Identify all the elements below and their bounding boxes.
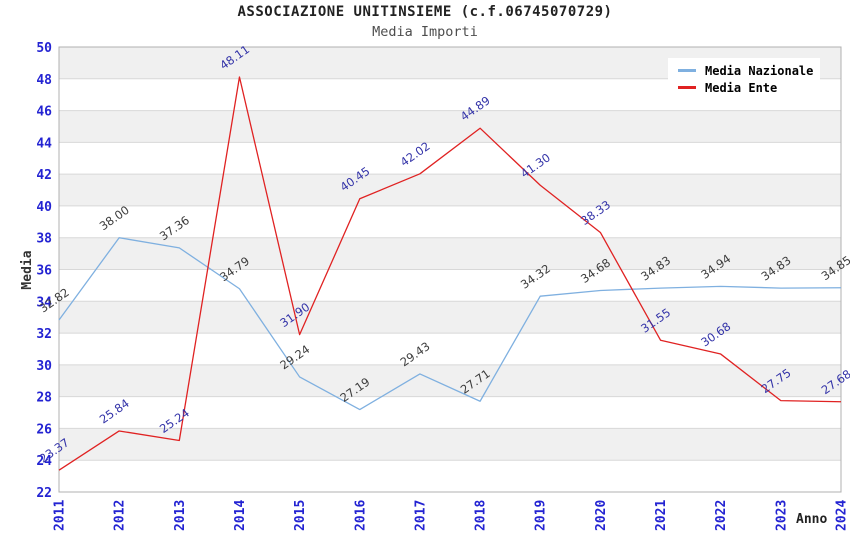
series-line-media-nazionale	[58, 237, 842, 411]
plot-band	[59, 237, 841, 270]
y-tick-label: 24	[36, 454, 52, 469]
x-tick-label: 2023	[774, 500, 789, 531]
legend-label-media-ente: Media Ente	[705, 80, 778, 95]
x-tick-label: 2024	[835, 500, 850, 531]
series-line-media-ente	[58, 76, 842, 471]
x-tick-label: 2017	[413, 500, 428, 531]
x-tick-label: 2020	[594, 500, 609, 531]
y-tick-label: 46	[36, 105, 52, 120]
y-tick-label: 26	[36, 422, 52, 437]
x-tick-label: 2013	[173, 500, 188, 531]
y-tick-label: 44	[36, 136, 52, 151]
x-tick-label: 2019	[534, 500, 549, 531]
chart-subtitle: Media Importi	[372, 24, 478, 40]
x-tick-label: 2011	[53, 500, 68, 531]
y-tick-label: 22	[36, 486, 52, 501]
y-tick-label: 34	[36, 295, 52, 310]
legend-item-media-nazionale: Media Nazionale	[678, 62, 820, 79]
media-nazionale-line-swatch	[678, 69, 696, 72]
plot-border	[58, 46, 842, 493]
x-tick-label: 2018	[474, 500, 489, 531]
x-tick-label: 2015	[293, 500, 308, 531]
media-ente-line-swatch	[678, 86, 696, 89]
y-axis-title: Media	[20, 250, 35, 290]
x-axis-title: Anno	[796, 512, 828, 527]
y-tick-label: 48	[36, 73, 52, 88]
y-tick-label: 28	[36, 391, 52, 406]
x-tick-label: 2022	[714, 500, 729, 531]
x-tick-label: 2014	[233, 500, 248, 531]
y-tick-label: 38	[36, 232, 52, 247]
y-tick-label: 50	[36, 41, 52, 56]
point-value-label: 38.00	[97, 203, 132, 233]
x-tick-label: 2016	[353, 500, 368, 531]
plot-band	[59, 364, 841, 397]
plot-band	[59, 301, 841, 334]
point-value-label: 25.84	[97, 396, 132, 426]
x-tick-label: 2012	[113, 500, 128, 531]
chart-title: ASSOCIAZIONE UNITINSIEME (c.f.0674507072…	[237, 4, 613, 20]
y-tick-label: 42	[36, 168, 52, 183]
y-tick-label: 30	[36, 359, 52, 374]
y-tick-label: 32	[36, 327, 52, 342]
legend-label-media-nazionale: Media Nazionale	[705, 63, 814, 78]
y-tick-label: 36	[36, 264, 52, 279]
plot-band	[59, 174, 841, 206]
legend: Media Nazionale Media Ente	[668, 58, 820, 101]
plot-band	[59, 428, 841, 461]
legend-item-media-ente: Media Ente	[678, 79, 820, 96]
x-tick-label: 2021	[654, 500, 669, 531]
plot-band	[59, 110, 841, 143]
y-tick-label: 40	[36, 200, 52, 215]
point-value-label: 42.02	[398, 139, 433, 169]
